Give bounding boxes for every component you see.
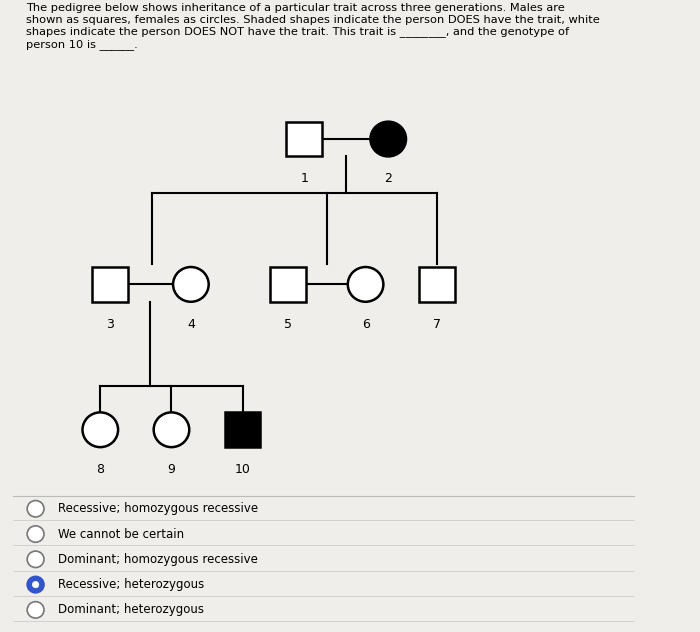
Text: 1: 1: [300, 172, 308, 185]
FancyBboxPatch shape: [286, 121, 322, 156]
Circle shape: [27, 551, 44, 568]
Text: 8: 8: [97, 463, 104, 476]
Circle shape: [27, 576, 44, 593]
Circle shape: [83, 413, 118, 447]
Circle shape: [154, 413, 189, 447]
Circle shape: [27, 602, 44, 618]
Text: The pedigree below shows inheritance of a particular trait across three generati: The pedigree below shows inheritance of …: [26, 3, 600, 50]
Text: 5: 5: [284, 317, 292, 331]
FancyBboxPatch shape: [92, 267, 128, 301]
Circle shape: [173, 267, 209, 301]
Text: Dominant; heterozygous: Dominant; heterozygous: [58, 604, 204, 616]
Circle shape: [27, 526, 44, 542]
Text: 7: 7: [433, 317, 441, 331]
Text: 10: 10: [234, 463, 251, 476]
Text: 6: 6: [362, 317, 370, 331]
Circle shape: [27, 501, 44, 517]
Circle shape: [370, 121, 406, 156]
Text: Recessive; heterozygous: Recessive; heterozygous: [58, 578, 204, 591]
FancyBboxPatch shape: [419, 267, 454, 301]
Text: Dominant; homozygous recessive: Dominant; homozygous recessive: [58, 553, 258, 566]
Text: Recessive; homozygous recessive: Recessive; homozygous recessive: [58, 502, 258, 515]
Text: 2: 2: [384, 172, 392, 185]
Text: 3: 3: [106, 317, 114, 331]
Circle shape: [348, 267, 384, 301]
Text: 9: 9: [167, 463, 176, 476]
Text: 4: 4: [187, 317, 195, 331]
FancyBboxPatch shape: [270, 267, 306, 301]
FancyBboxPatch shape: [225, 413, 260, 447]
Circle shape: [32, 581, 38, 588]
Text: We cannot be certain: We cannot be certain: [58, 528, 184, 540]
